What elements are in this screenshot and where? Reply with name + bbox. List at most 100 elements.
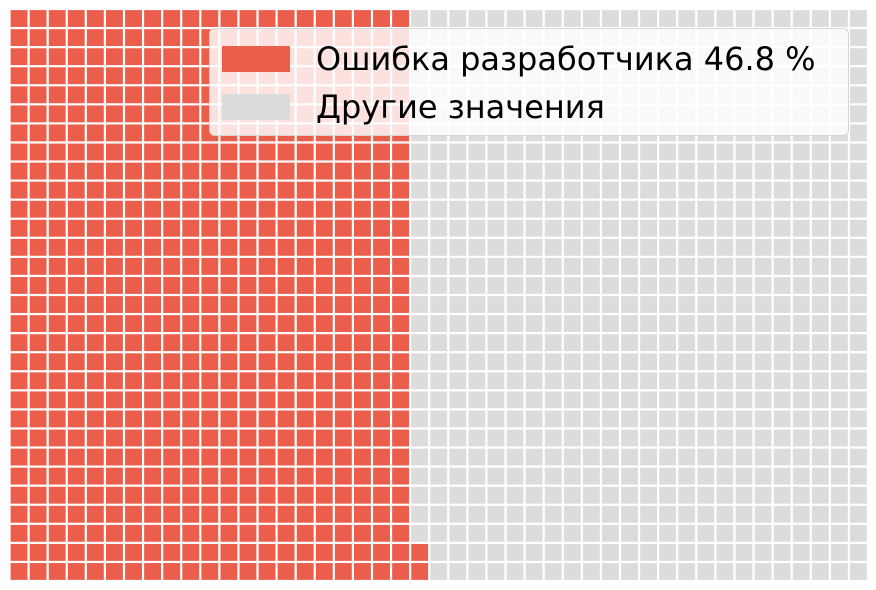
waffle-cell-other-values: [640, 505, 658, 523]
waffle-cell-developer-error: [182, 257, 200, 275]
waffle-cell-developer-error: [144, 143, 162, 161]
waffle-cell-developer-error: [105, 67, 123, 85]
waffle-cell-other-values: [830, 162, 848, 180]
waffle-cell-other-values: [697, 353, 715, 371]
waffle-cell-developer-error: [86, 429, 104, 447]
waffle-cell-other-values: [506, 353, 524, 371]
waffle-cell-developer-error: [67, 105, 85, 123]
waffle-cell-other-values: [773, 10, 791, 27]
waffle-cell-developer-error: [220, 467, 238, 485]
waffle-cell-developer-error: [239, 219, 257, 237]
waffle-cell-developer-error: [373, 391, 390, 409]
waffle-cell-other-values: [754, 353, 772, 371]
waffle-cell-developer-error: [105, 277, 123, 294]
waffle-cell-other-values: [640, 391, 658, 409]
waffle-cell-other-values: [411, 505, 429, 523]
waffle-cell-other-values: [697, 372, 715, 390]
waffle-cell-developer-error: [220, 429, 238, 447]
waffle-cell-other-values: [830, 296, 848, 313]
waffle-cell-developer-error: [125, 486, 142, 504]
waffle-cell-other-values: [697, 486, 715, 504]
waffle-cell-other-values: [582, 200, 600, 218]
waffle-cell-developer-error: [29, 200, 47, 218]
waffle-cell-developer-error: [392, 543, 410, 561]
waffle-cell-other-values: [678, 429, 696, 447]
waffle-cell-other-values: [735, 563, 753, 580]
waffle-cell-developer-error: [10, 238, 28, 256]
waffle-cell-developer-error: [144, 10, 162, 27]
waffle-cell-other-values: [563, 219, 581, 237]
waffle-cell-developer-error: [29, 86, 47, 104]
waffle-cell-developer-error: [125, 524, 142, 542]
waffle-cell-developer-error: [86, 219, 104, 237]
waffle-cell-developer-error: [354, 200, 371, 218]
waffle-cell-other-values: [430, 448, 448, 466]
waffle-cell-developer-error: [239, 238, 257, 256]
waffle-cell-developer-error: [10, 219, 28, 237]
waffle-cell-developer-error: [163, 67, 181, 85]
waffle-cell-developer-error: [315, 162, 333, 180]
waffle-cell-developer-error: [277, 563, 295, 580]
waffle-cell-other-values: [735, 486, 753, 504]
waffle-cell-other-values: [487, 10, 505, 27]
waffle-cell-developer-error: [239, 467, 257, 485]
waffle-cell-other-values: [850, 372, 867, 390]
waffle-cell-other-values: [411, 391, 429, 409]
waffle-cell-other-values: [621, 524, 638, 542]
waffle-cell-developer-error: [315, 10, 333, 27]
waffle-cell-developer-error: [125, 86, 142, 104]
waffle-cell-other-values: [754, 334, 772, 352]
waffle-cell-other-values: [830, 315, 848, 333]
waffle-cell-other-values: [544, 238, 562, 256]
waffle-cell-other-values: [487, 219, 505, 237]
waffle-cell-other-values: [449, 200, 467, 218]
waffle-cell-other-values: [773, 162, 791, 180]
waffle-cell-other-values: [850, 410, 867, 428]
waffle-cell-other-values: [697, 505, 715, 523]
waffle-cell-developer-error: [239, 334, 257, 352]
waffle-cell-developer-error: [125, 467, 142, 485]
waffle-cell-other-values: [735, 543, 753, 561]
waffle-cell-developer-error: [258, 315, 276, 333]
waffle-cell-other-values: [811, 429, 829, 447]
waffle-cell-other-values: [811, 315, 829, 333]
waffle-cell-developer-error: [86, 48, 104, 66]
waffle-cell-other-values: [735, 467, 753, 485]
waffle-cell-developer-error: [29, 181, 47, 199]
waffle-cell-developer-error: [125, 200, 142, 218]
waffle-cell-other-values: [468, 257, 486, 275]
waffle-cell-developer-error: [144, 353, 162, 371]
waffle-cell-other-values: [411, 257, 429, 275]
waffle-cell-developer-error: [201, 486, 219, 504]
waffle-cell-other-values: [830, 219, 848, 237]
waffle-cell-developer-error: [201, 563, 219, 580]
waffle-cell-other-values: [430, 200, 448, 218]
waffle-cell-developer-error: [86, 448, 104, 466]
waffle-cell-other-values: [621, 353, 638, 371]
waffle-cell-developer-error: [201, 315, 219, 333]
waffle-cell-other-values: [792, 296, 810, 313]
waffle-cell-other-values: [449, 219, 467, 237]
waffle-cell-developer-error: [144, 505, 162, 523]
waffle-cell-developer-error: [315, 467, 333, 485]
waffle-cell-developer-error: [239, 353, 257, 371]
waffle-cell-developer-error: [10, 429, 28, 447]
waffle-cell-other-values: [735, 277, 753, 294]
waffle-cell-developer-error: [10, 563, 28, 580]
waffle-cell-developer-error: [239, 10, 257, 27]
waffle-cell-other-values: [563, 200, 581, 218]
waffle-cell-developer-error: [67, 296, 85, 313]
waffle-cell-developer-error: [258, 372, 276, 390]
waffle-cell-other-values: [716, 391, 734, 409]
waffle-cell-other-values: [563, 238, 581, 256]
waffle-cell-other-values: [640, 448, 658, 466]
waffle-cell-other-values: [678, 486, 696, 504]
waffle-cell-developer-error: [10, 10, 28, 27]
waffle-cell-other-values: [716, 563, 734, 580]
waffle-cell-developer-error: [67, 429, 85, 447]
waffle-cell-other-values: [563, 543, 581, 561]
waffle-cell-other-values: [850, 143, 867, 161]
waffle-cell-developer-error: [354, 391, 371, 409]
waffle-cell-other-values: [811, 467, 829, 485]
waffle-cell-developer-error: [67, 200, 85, 218]
